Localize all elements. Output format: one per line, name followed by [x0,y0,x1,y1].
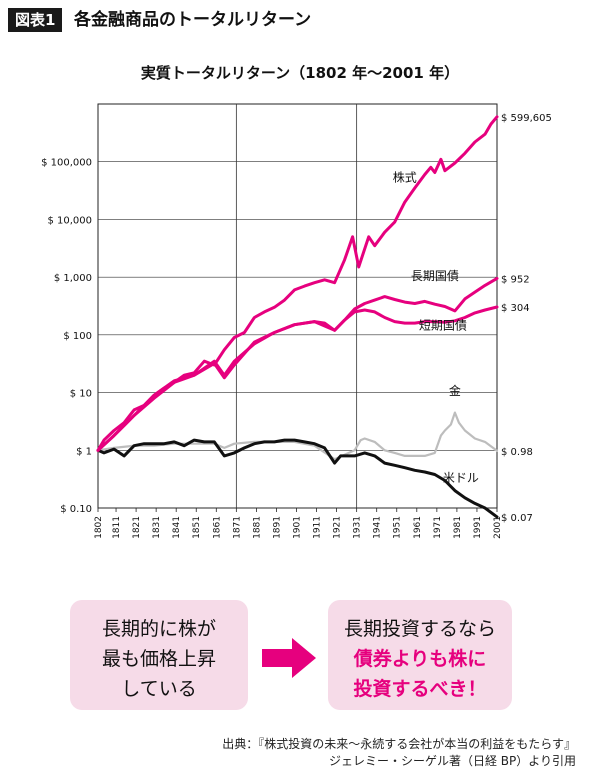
series-name-label: 株式 [393,170,417,185]
series-line-4 [96,411,499,461]
x-tick-label: 1802 [94,516,104,539]
y-tick-label: $ 100,000 [41,158,92,169]
end-value-label: $ 304 [501,303,530,314]
callout-left-line-1: 長期的に株が [101,618,216,640]
end-value-label: $ 0.98 [501,447,533,458]
x-tick-label: 2001 [493,516,503,539]
series-name-label: 短期国債 [419,317,467,332]
callout-left-line-3: している [121,678,197,700]
callout-right: 長期投資するなら 債券よりも株に 投資するべき！ [328,600,512,710]
x-tick-label: 1971 [433,516,443,539]
series-line-2 [96,276,499,452]
x-tick-label: 1991 [473,516,483,539]
x-tick-label: 1911 [313,516,323,539]
x-tick-label: 1861 [212,516,222,539]
series-name-label: 金 [449,383,461,398]
y-tick-label: $ 1,000 [54,273,92,284]
x-tick-label: 1941 [373,516,383,539]
series-name-label: 米ドル [443,471,479,485]
series-name-label: 長期国債 [411,268,459,283]
callout-left-line-2: 最も価格上昇 [101,648,216,670]
end-value-label: $ 599,605 [501,113,552,124]
x-tick-label: 1851 [192,516,202,539]
end-value-label: $ 952 [501,274,530,285]
chart-title: 実質トータルリターン（1802 年〜2001 年） [140,64,460,82]
figure-badge: 図表1 [8,8,63,32]
x-tick-label: 1821 [132,516,142,539]
x-tick-label: 1951 [393,516,403,539]
x-tick-label: 1901 [292,516,302,539]
x-tick-label: 1881 [252,516,262,539]
series-line-1 [96,115,499,452]
x-tick-label: 1981 [453,516,463,539]
right-arrow-icon [262,638,316,678]
series-line-5 [96,438,499,519]
x-tick-label: 1961 [413,516,423,539]
end-value-label: $ 0.07 [501,513,533,524]
x-tick-label: 1931 [353,516,363,539]
source-line-1: 出典：『株式投資の未来〜永続する会社が本当の利益をもたらす』 [222,737,576,751]
x-tick-label: 1871 [232,516,242,539]
y-tick-label: $ 0.10 [60,504,92,515]
callout-right-line-3: 投資するべき！ [353,678,487,700]
x-tick-label: 1921 [333,516,343,539]
y-tick-label: $ 10,000 [47,215,92,226]
y-tick-label: $ 100 [63,331,92,342]
x-tick-label: 1831 [152,516,162,539]
y-tick-label: $ 1 [76,446,92,457]
figure-title: 各金融商品のトータルリターン [74,10,312,30]
source-line-2: ジェレミー・シーゲル著（日経 BP）より引用 [328,754,576,768]
x-tick-label: 1811 [112,516,122,539]
x-tick-label: 1891 [272,516,282,539]
callout-right-line-2: 債券よりも株に [353,648,487,670]
total-return-chart: $ 0.10 $ 1 $ 10 $ 100 $ 1,000 $ 10,000 $ 100,0… [41,103,552,539]
x-tick-label: 1841 [172,516,182,539]
callout-left: 長期的に株が 最も価格上昇 している [70,600,248,710]
y-tick-label: $ 10 [70,389,92,400]
source-note: 出典：『株式投資の未来〜永続する会社が本当の利益をもたらす』 ジェレミー・シーゲ… [222,736,576,770]
callout-right-line-1: 長期投資するなら [343,618,496,640]
